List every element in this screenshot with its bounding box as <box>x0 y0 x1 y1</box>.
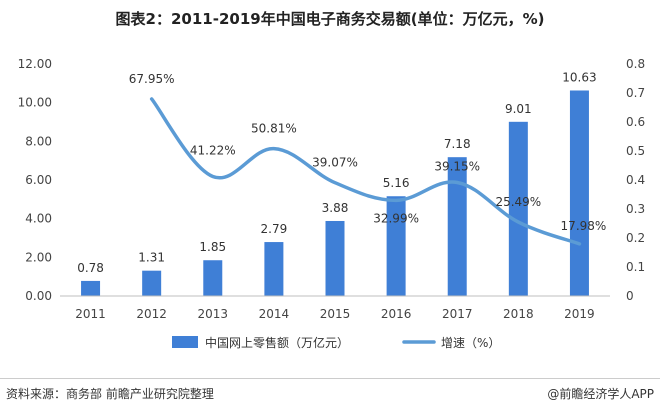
bar-data-label: 5.16 <box>383 176 410 190</box>
data-labels: 0.78 1.31 1.85 2.79 3.88 5.16 7.18 9.01 10.63 67.… <box>77 70 606 274</box>
y2-tick-label: 0.8 <box>626 57 645 71</box>
y2-tick-label: 0.1 <box>626 260 645 274</box>
bar-data-label: 10.63 <box>562 70 596 84</box>
x-tick-label: 2015 <box>320 307 351 321</box>
y-tick-label: 0.00 <box>25 289 52 303</box>
footer-divider <box>0 378 660 379</box>
y-tick-label: 4.00 <box>25 212 52 226</box>
bar <box>264 242 284 296</box>
y2-tick-label: 0.3 <box>626 202 645 216</box>
bar <box>325 220 345 296</box>
y2-tick-label: 0 <box>626 289 634 303</box>
bar <box>386 196 406 296</box>
line-data-label: 32.99% <box>373 211 419 225</box>
source-note: 资料来源：商务部 前瞻产业研究院整理 <box>6 387 214 401</box>
bar-data-label: 7.18 <box>444 137 471 151</box>
bar-data-label: 3.88 <box>322 201 349 215</box>
bar-data-label: 0.78 <box>77 261 104 275</box>
legend: 中国网上零售额（万亿元） 增速（%） <box>172 335 500 350</box>
y-tick-label: 8.00 <box>25 134 52 148</box>
line-data-label: 25.49% <box>495 195 541 209</box>
y2-tick-label: 0.5 <box>626 144 645 158</box>
line-data-label: 17.98% <box>561 219 607 233</box>
x-tick-label: 2017 <box>442 307 473 321</box>
legend-bar-swatch <box>172 336 198 348</box>
line-data-label: 39.07% <box>312 156 358 170</box>
x-tick-label: 2013 <box>198 307 229 321</box>
bar <box>203 260 223 296</box>
y-tick-label: 10.00 <box>18 96 52 110</box>
x-tick-label: 2016 <box>381 307 412 321</box>
y-tick-label: 6.00 <box>25 173 52 187</box>
bar-data-label: 1.31 <box>138 251 165 265</box>
growth-line <box>149 97 582 246</box>
x-tick-label: 2011 <box>75 307 106 321</box>
line-data-label: 41.22% <box>190 143 236 157</box>
bar-data-label: 1.85 <box>199 240 226 254</box>
bar <box>447 157 467 296</box>
line-series <box>149 97 582 246</box>
y2-tick-label: 0.4 <box>626 173 645 187</box>
legend-bar-label: 中国网上零售额（万亿元） <box>205 335 349 350</box>
bar <box>81 280 101 296</box>
line-data-label: 39.15% <box>434 159 480 173</box>
line-data-label: 67.95% <box>129 72 175 86</box>
x-tick-label: 2014 <box>259 307 290 321</box>
bar <box>508 121 528 296</box>
y2-tick-label: 0.6 <box>626 115 645 129</box>
y2-tick-label: 0.2 <box>626 231 645 245</box>
bar-data-label: 9.01 <box>505 102 532 116</box>
x-tick-label: 2019 <box>564 307 595 321</box>
y2-tick-label: 0.7 <box>626 86 645 100</box>
x-tick-label: 2018 <box>503 307 534 321</box>
legend-line-label: 增速（%） <box>441 336 500 350</box>
bar-series <box>81 90 589 296</box>
axes: 0.00 2.00 4.00 6.00 8.00 10.00 12.00 0 0.1 0.2 0.3… <box>18 57 645 321</box>
bar <box>569 90 589 296</box>
chart-title: 图表2：2011-2019年中国电子商务交易额(单位：万亿元，%) <box>115 10 545 28</box>
brand-credit: @前瞻经济学人APP <box>547 387 654 401</box>
x-tick-label: 2012 <box>136 307 167 321</box>
y-tick-label: 12.00 <box>18 57 52 71</box>
combo-chart: 0.78 1.31 1.85 2.79 3.88 5.16 7.18 9.01 10.63 67.… <box>18 57 645 350</box>
bar <box>142 270 162 296</box>
bar-data-label: 2.79 <box>261 222 288 236</box>
y-tick-label: 2.00 <box>25 250 52 264</box>
line-data-label: 50.81% <box>251 122 297 136</box>
